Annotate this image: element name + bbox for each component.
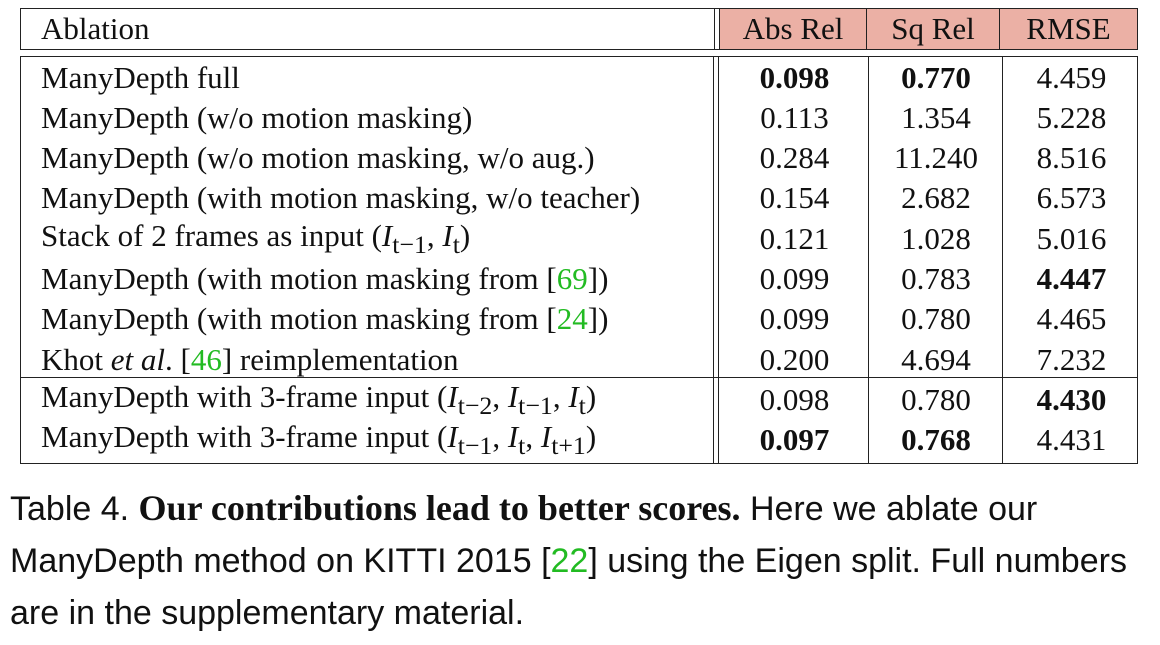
cell-sq-rel: 1.028 bbox=[901, 221, 971, 256]
column-divider bbox=[718, 57, 719, 463]
caption-citation[interactable]: 22 bbox=[550, 542, 589, 580]
row-ablation-name: ManyDepth (w/o motion masking) bbox=[41, 100, 473, 135]
table-caption: Table 4. Our contributions lead to bette… bbox=[10, 482, 1155, 639]
cell-sq-rel: 0.783 bbox=[901, 261, 971, 296]
results-table: ManyDepth full 0.098 0.770 4.459 ManyDepth (… bbox=[20, 56, 1138, 464]
cell-rmse: 6.573 bbox=[1036, 180, 1107, 215]
cell-rmse: 4.447 bbox=[1036, 261, 1107, 296]
column-divider bbox=[868, 57, 869, 463]
cell-abs-rel: 0.099 bbox=[759, 261, 830, 296]
caption-lead: Our contributions lead to better scores. bbox=[138, 488, 741, 528]
row-ablation-name: ManyDepth (with motion masking, w/o teac… bbox=[41, 180, 641, 215]
cell-sq-rel: 0.780 bbox=[901, 301, 971, 336]
row-ablation-name: ManyDepth with 3-frame input (It−1, It, … bbox=[41, 418, 597, 461]
header-sq-rel: Sq Rel bbox=[867, 9, 1000, 49]
citation-link[interactable]: 24 bbox=[556, 301, 588, 336]
cell-abs-rel: 0.098 bbox=[759, 60, 830, 95]
column-divider bbox=[713, 57, 714, 463]
cell-rmse: 4.431 bbox=[1036, 422, 1107, 457]
cell-rmse: 4.459 bbox=[1036, 60, 1107, 95]
citation-link[interactable]: 46 bbox=[190, 342, 222, 377]
row-ablation-name: ManyDepth (w/o motion masking, w/o aug.) bbox=[41, 140, 595, 175]
cell-sq-rel: 0.780 bbox=[901, 382, 971, 417]
cell-abs-rel: 0.097 bbox=[759, 422, 830, 457]
cell-abs-rel: 0.113 bbox=[760, 100, 829, 135]
table-row: Stack of 2 frames as input (It−1, It) 0.1… bbox=[21, 217, 1137, 260]
cell-abs-rel: 0.200 bbox=[759, 342, 830, 377]
cell-abs-rel: 0.099 bbox=[759, 301, 830, 336]
table-row: ManyDepth (w/o motion masking, w/o aug.)… bbox=[21, 138, 1137, 178]
row-ablation-name: Khot et al. [46] reimplementation bbox=[41, 342, 459, 377]
table-row: ManyDepth with 3-frame input (It−2, It−1… bbox=[21, 378, 1137, 421]
citation-link[interactable]: 69 bbox=[556, 261, 588, 296]
caption-text: Here we ablate our ManyDepth method on K… bbox=[10, 490, 1038, 580]
cell-abs-rel: 0.154 bbox=[759, 180, 830, 215]
cell-rmse: 5.016 bbox=[1036, 221, 1107, 256]
header-rmse: RMSE bbox=[1000, 9, 1137, 49]
header-ablation: Ablation bbox=[21, 9, 715, 49]
row-ablation-name: ManyDepth full bbox=[41, 60, 240, 95]
table-row: ManyDepth with 3-frame input (It−1, It, … bbox=[21, 418, 1137, 461]
table-header: Ablation Abs Rel Sq Rel RMSE bbox=[20, 8, 1138, 50]
table-row: ManyDepth (with motion masking from [69]… bbox=[21, 259, 1137, 299]
cell-sq-rel: 11.240 bbox=[893, 140, 979, 175]
column-divider bbox=[1002, 57, 1003, 463]
table-row: ManyDepth (with motion masking from [24]… bbox=[21, 299, 1137, 339]
cell-rmse: 8.516 bbox=[1036, 140, 1107, 175]
cell-rmse: 7.232 bbox=[1036, 342, 1107, 377]
table-row: ManyDepth (w/o motion masking) 0.113 1.354… bbox=[21, 98, 1137, 138]
caption-label: Table 4. bbox=[10, 490, 130, 528]
caption-text-end: ] using the Eigen split. Full numbers ar… bbox=[10, 542, 1127, 632]
cell-abs-rel: 0.098 bbox=[759, 382, 830, 417]
cell-sq-rel: 0.770 bbox=[901, 60, 971, 95]
header-abs-rel: Abs Rel bbox=[719, 9, 867, 49]
table-row: ManyDepth full 0.098 0.770 4.459 bbox=[21, 58, 1137, 98]
cell-rmse: 4.465 bbox=[1036, 301, 1107, 336]
table-row: ManyDepth (with motion masking, w/o teac… bbox=[21, 178, 1137, 218]
row-divider bbox=[21, 377, 1137, 378]
cell-abs-rel: 0.284 bbox=[759, 140, 830, 175]
cell-rmse: 4.430 bbox=[1036, 382, 1107, 417]
table-row: Khot et al. [46] reimplementation 0.200 4.… bbox=[21, 340, 1137, 380]
cell-sq-rel: 1.354 bbox=[901, 100, 971, 135]
row-ablation-name: ManyDepth (with motion masking from [69]… bbox=[41, 261, 609, 296]
row-ablation-name: ManyDepth with 3-frame input (It−2, It−1… bbox=[41, 378, 597, 421]
row-ablation-name: ManyDepth (with motion masking from [24]… bbox=[41, 301, 609, 336]
cell-rmse: 5.228 bbox=[1036, 100, 1107, 135]
row-ablation-name: Stack of 2 frames as input (It−1, It) bbox=[41, 217, 471, 260]
cell-sq-rel: 4.694 bbox=[901, 342, 971, 377]
cell-abs-rel: 0.121 bbox=[759, 221, 830, 256]
cell-sq-rel: 0.768 bbox=[901, 422, 971, 457]
cell-sq-rel: 2.682 bbox=[901, 180, 971, 215]
